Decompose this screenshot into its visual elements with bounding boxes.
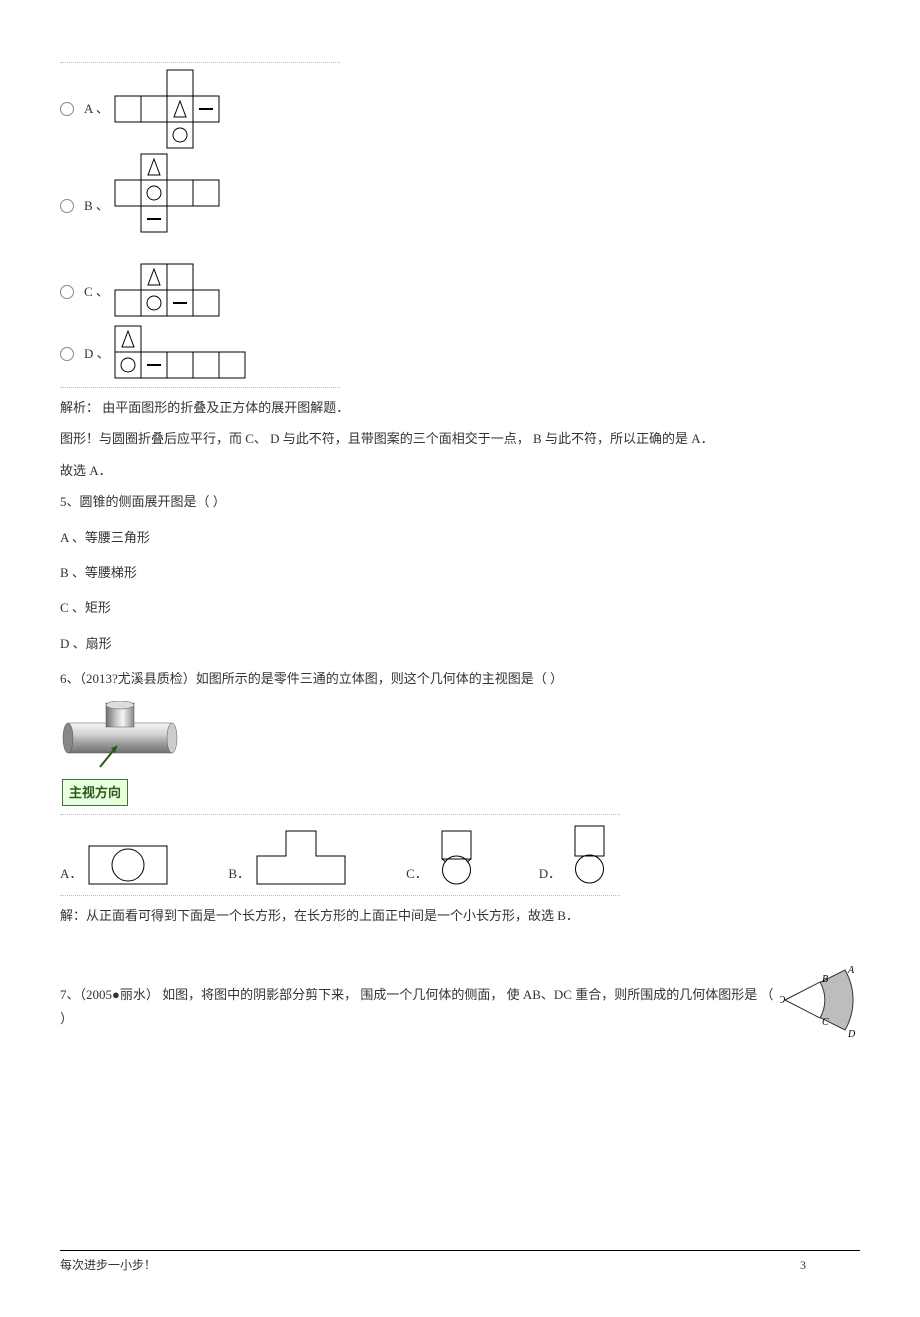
separator <box>60 62 340 63</box>
option-label: D 、 <box>84 342 114 365</box>
separator <box>60 895 620 896</box>
option-label: C 、 <box>84 280 114 303</box>
view-direction-label: 主视方向 <box>62 779 128 806</box>
radio-icon[interactable] <box>60 102 74 116</box>
net-a-figure <box>114 69 244 149</box>
svg-text:A: A <box>847 965 855 976</box>
separator <box>60 814 620 815</box>
q5-opt-c: C 、矩形 <box>60 596 860 619</box>
page-footer: 每次进步一小步！ 3 <box>60 1250 860 1277</box>
opt-label: C． <box>406 862 428 885</box>
footer-page-number: 3 <box>800 1255 860 1277</box>
analysis-line: 解析： 由平面图形的折叠及正方体的展开图解题． <box>60 396 860 419</box>
option-label: A 、 <box>84 97 114 120</box>
svg-text:B: B <box>822 974 828 985</box>
question-7: 7、（2005●丽水） 如图，将图中的阴影部分剪下来， 围成一个几何体的侧面， … <box>60 983 860 1030</box>
net-c-figure <box>114 263 244 321</box>
opt-label: D． <box>539 862 561 885</box>
q6-solution: 解：从正面看可得到下面是一个长方形，在长方形的上面正中间是一个小长方形，故选 B… <box>60 904 860 927</box>
q7-sector-figure: A B O C D <box>780 965 860 1040</box>
opt-label: B． <box>228 862 250 885</box>
svg-text:O: O <box>780 995 785 1006</box>
option-label: B 、 <box>84 194 114 217</box>
q6-opt-c: C． <box>406 830 479 885</box>
q5-opt-b: B 、等腰梯形 <box>60 561 860 584</box>
analysis-line: 故选 A． <box>60 459 860 482</box>
q6-figure: 主视方向 <box>60 699 184 808</box>
q6-opt-d: D． <box>539 825 612 885</box>
radio-icon[interactable] <box>60 199 74 213</box>
svg-text:D: D <box>847 1029 856 1040</box>
option-a-row: A 、 <box>60 69 860 149</box>
radio-icon[interactable] <box>60 285 74 299</box>
net-d-figure <box>114 325 274 383</box>
analysis-line: 图形！与圆圈折叠后应平行，而 C、 D 与此不符，且带图案的三个面相交于一点， … <box>60 427 860 450</box>
q6-opt-a: A． <box>60 845 168 885</box>
q6-options-row: A． B． C． D． <box>60 825 860 885</box>
question-5: 5、圆锥的侧面展开图是（ ） <box>60 490 860 513</box>
net-b-figure <box>114 153 244 259</box>
opt-label: A． <box>60 862 82 885</box>
radio-icon[interactable] <box>60 347 74 361</box>
svg-text:C: C <box>822 1017 829 1028</box>
q5-opt-a: A 、等腰三角形 <box>60 526 860 549</box>
option-c-row: C 、 <box>60 263 860 321</box>
separator <box>60 387 340 388</box>
option-d-row: D 、 <box>60 325 860 383</box>
q6-opt-b: B． <box>228 830 346 885</box>
question-6: 6、（2013?尤溪县质检）如图所示的是零件三通的立体图，则这个几何体的主视图是… <box>60 667 860 690</box>
q5-opt-d: D 、扇形 <box>60 632 860 655</box>
footer-motto: 每次进步一小步！ <box>60 1255 800 1277</box>
option-b-row: B 、 <box>60 153 860 259</box>
